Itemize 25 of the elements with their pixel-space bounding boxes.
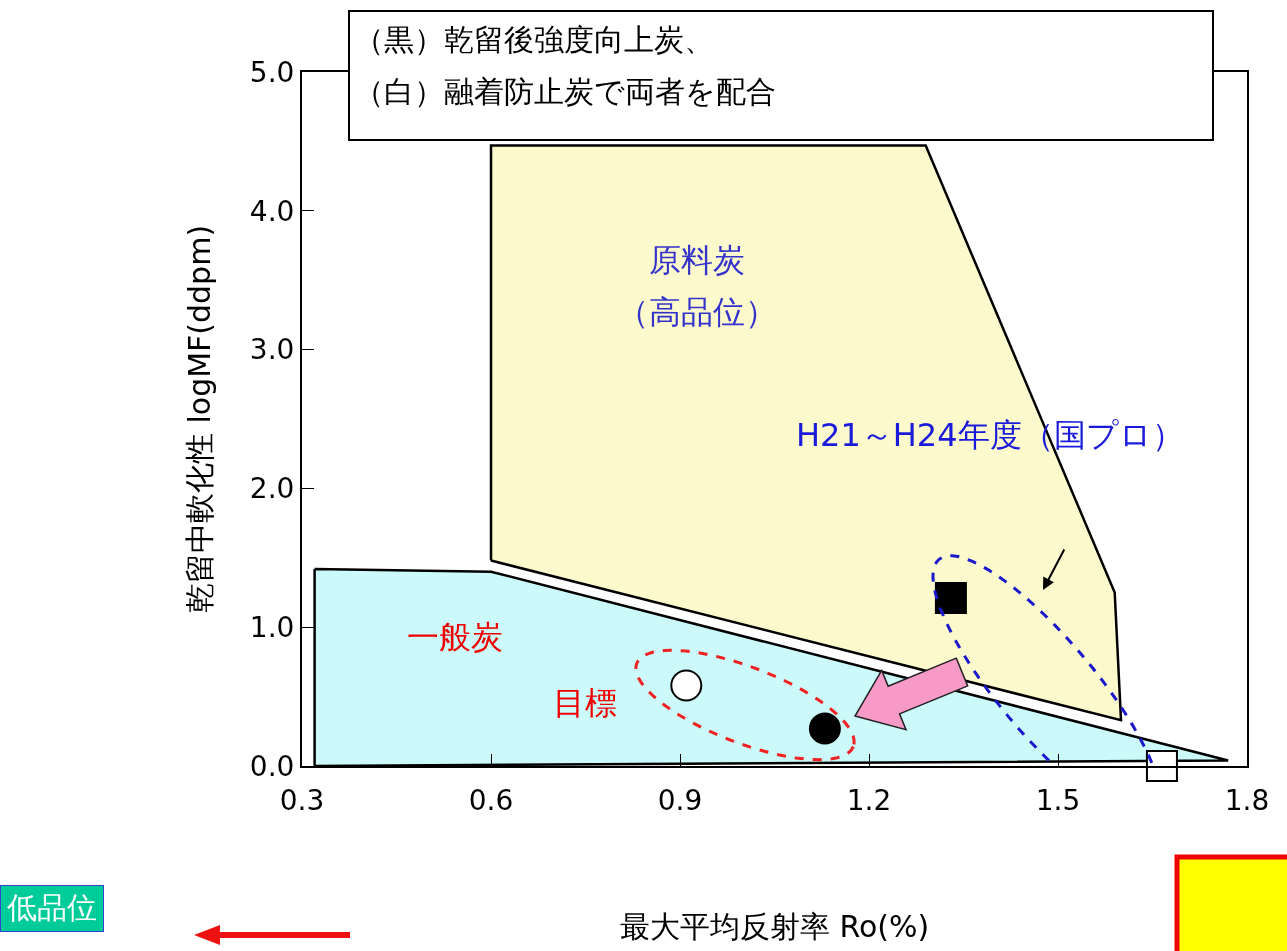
x-tick-label: 1.8 [1224,783,1270,817]
annotation: （高品位） [617,293,777,331]
y-tick-label: 0.0 [249,749,295,783]
text: 低品位 [0,885,104,932]
y-axis-title: 乾留中軟化性 logMF(ddpm) [182,224,218,614]
y-tick-label: 4.0 [249,194,295,228]
annotation: 一般炭 [407,618,503,656]
x-axis-title: 最大平均反射率 Ro(%) [619,908,930,944]
annotation: 原料炭 [649,241,745,279]
x-tick-label: 1.5 [1035,783,1081,817]
point [808,712,841,745]
point [670,669,703,702]
point [934,582,967,615]
x-tick-label: 0.9 [657,783,703,817]
note-box: （黒）乾留後強度向上炭、 （白）融着防止炭で両者を配合 [348,10,1214,141]
x-tick-label: 0.6 [468,783,514,817]
x-tick-label: 1.2 [846,783,892,817]
x-tick-label: 0.3 [279,783,325,817]
y-tick-label: 5.0 [249,55,295,89]
y-tick-label: 3.0 [249,333,295,367]
annotation: （白）融着防止炭で両者を配合 [354,73,776,111]
point [1145,750,1178,782]
y-tick-label: 1.0 [249,611,295,644]
y-tick-label: 2.0 [249,472,295,506]
annotation: 目標 [553,684,617,722]
